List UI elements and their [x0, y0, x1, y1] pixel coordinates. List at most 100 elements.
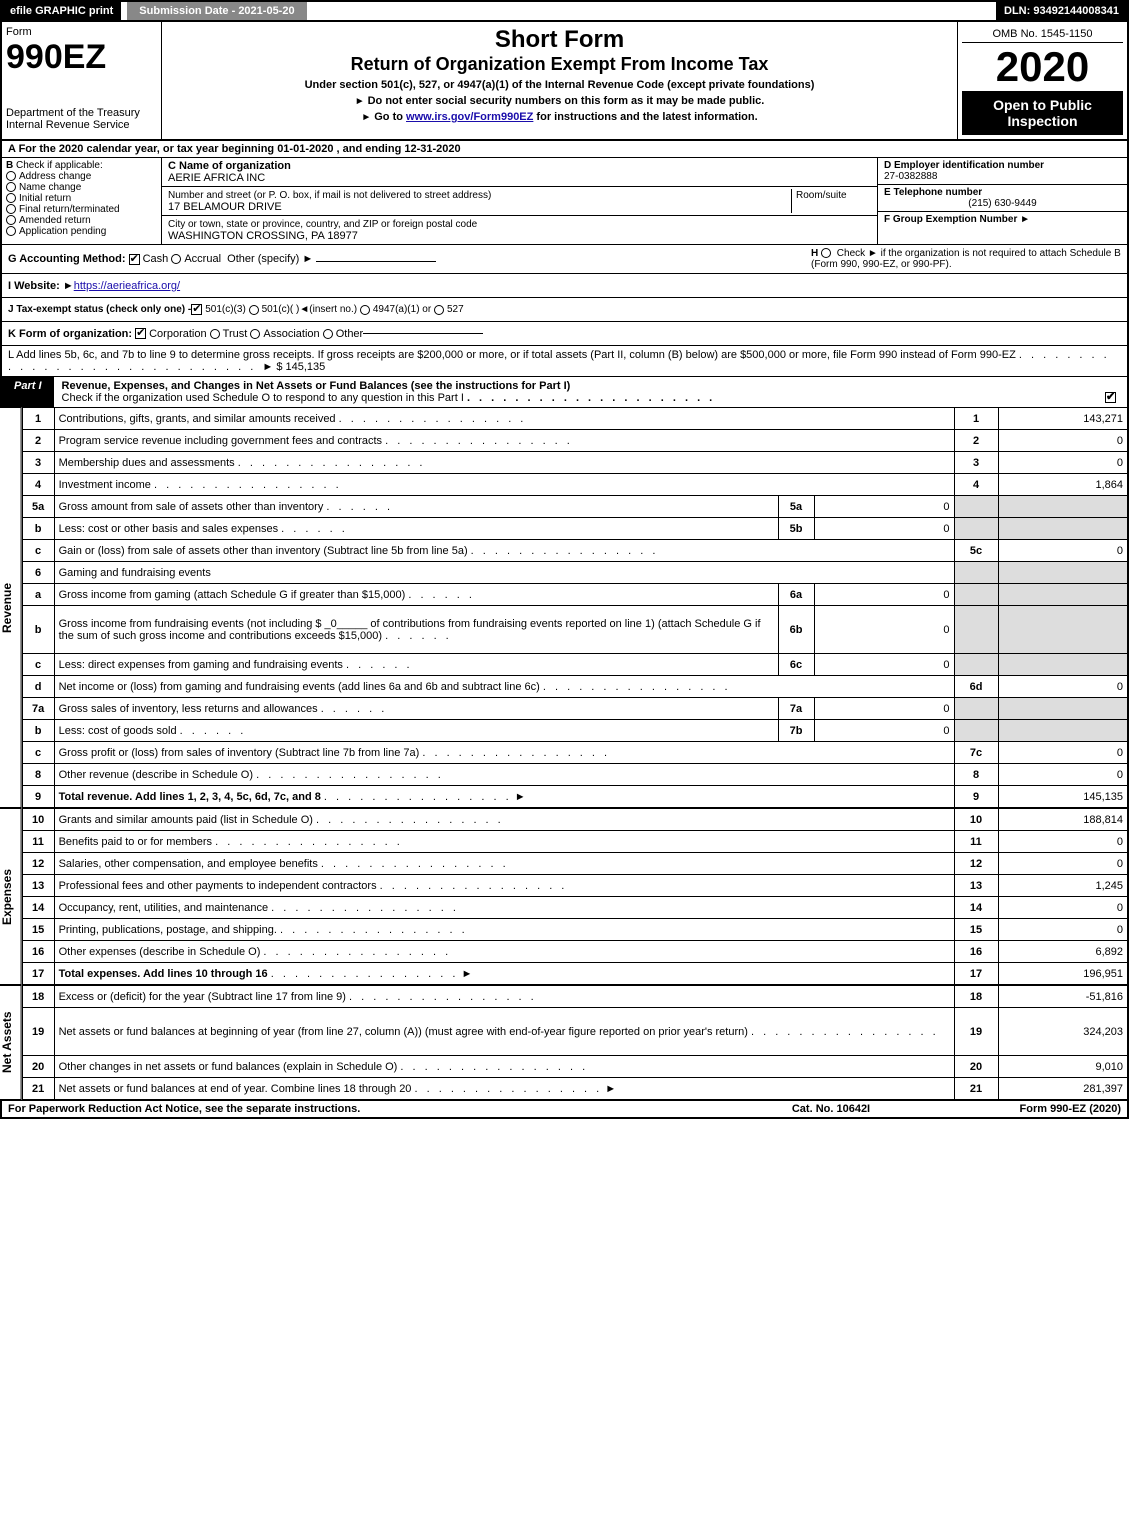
- line-row: 19Net assets or fund balances at beginni…: [22, 1008, 1128, 1056]
- radio-accrual[interactable]: [171, 254, 181, 264]
- line-row: cGain or (loss) from sale of assets othe…: [22, 540, 1128, 562]
- section-a-period: A For the 2020 calendar year, or tax yea…: [0, 141, 1129, 158]
- line-number: 14: [22, 897, 54, 919]
- radio-h[interactable]: [821, 248, 831, 258]
- expenses-side-label: Expenses: [0, 808, 22, 985]
- irs-link[interactable]: www.irs.gov/Form990EZ: [406, 111, 533, 123]
- sub-line-number: 5b: [778, 518, 814, 540]
- tel-value: (215) 630-9449: [884, 198, 1121, 209]
- checkbox-501c3[interactable]: [191, 304, 202, 315]
- sub-line-number: 5a: [778, 496, 814, 518]
- line-number: 17: [22, 963, 54, 985]
- line-desc: Professional fees and other payments to …: [54, 875, 954, 897]
- checkbox-schedule-o[interactable]: [1105, 392, 1116, 403]
- line-amount: 281,397: [998, 1078, 1128, 1100]
- website-link[interactable]: https://aerieafrica.org/: [74, 280, 180, 292]
- tel-label: E Telephone number: [884, 187, 982, 198]
- line-desc: Investment income . . . . . . . . . . . …: [54, 474, 954, 496]
- dln-label: DLN: 93492144008341: [996, 2, 1127, 20]
- line-num-cell: 9: [954, 786, 998, 808]
- line-desc: Less: cost or other basis and sales expe…: [54, 518, 778, 540]
- line-num-cell: 11: [954, 831, 998, 853]
- line-amount: 145,135: [998, 786, 1128, 808]
- sub-line-value: 0: [814, 654, 954, 676]
- line-amount: 9,010: [998, 1056, 1128, 1078]
- form-word: Form: [6, 26, 157, 38]
- sub-line-value: 0: [814, 698, 954, 720]
- line-amount: 0: [998, 452, 1128, 474]
- part1-tab: Part I: [2, 377, 54, 407]
- line-desc: Program service revenue including govern…: [54, 430, 954, 452]
- radio-name-change[interactable]: [6, 182, 16, 192]
- line-number: 7a: [22, 698, 54, 720]
- line-desc: Excess or (deficit) for the year (Subtra…: [54, 986, 954, 1008]
- line-number: 2: [22, 430, 54, 452]
- line-num-cell: 2: [954, 430, 998, 452]
- checkbox-corporation[interactable]: [135, 328, 146, 339]
- line-desc: Net assets or fund balances at beginning…: [54, 1008, 954, 1056]
- radio-501c[interactable]: [249, 305, 259, 315]
- line-amount: -51,816: [998, 986, 1128, 1008]
- line-num-cell: 12: [954, 853, 998, 875]
- radio-final-return[interactable]: [6, 204, 16, 214]
- line-number: 19: [22, 1008, 54, 1056]
- line-row: 9Total revenue. Add lines 1, 2, 3, 4, 5c…: [22, 786, 1128, 808]
- line-desc: Gross amount from sale of assets other t…: [54, 496, 778, 518]
- line-row: 15Printing, publications, postage, and s…: [22, 919, 1128, 941]
- line-num-cell: 20: [954, 1056, 998, 1078]
- revenue-side-label: Revenue: [0, 407, 22, 808]
- line-num-cell: 10: [954, 809, 998, 831]
- tax-year: 2020: [962, 43, 1123, 91]
- line-row: cLess: direct expenses from gaming and f…: [22, 654, 1128, 676]
- group-exemption-label: F Group Exemption Number: [884, 214, 1017, 225]
- i-label: I Website:: [8, 280, 60, 292]
- netassets-table: 18Excess or (deficit) for the year (Subt…: [22, 985, 1129, 1100]
- line-amount: 0: [998, 831, 1128, 853]
- sub-line-value: 0: [814, 720, 954, 742]
- radio-association[interactable]: [250, 329, 260, 339]
- line-row: 10Grants and similar amounts paid (list …: [22, 809, 1128, 831]
- line-amount: 0: [998, 919, 1128, 941]
- radio-trust[interactable]: [210, 329, 220, 339]
- line-row: 1Contributions, gifts, grants, and simil…: [22, 408, 1128, 430]
- line-num-cell: 16: [954, 941, 998, 963]
- line-amount: 6,892: [998, 941, 1128, 963]
- radio-application-pending[interactable]: [6, 226, 16, 236]
- line-amount: 324,203: [998, 1008, 1128, 1056]
- footer-cat-no: Cat. No. 10642I: [741, 1103, 921, 1115]
- line-num-cell: 3: [954, 452, 998, 474]
- efile-label[interactable]: efile GRAPHIC print: [2, 2, 121, 20]
- radio-other-org[interactable]: [323, 329, 333, 339]
- radio-amended[interactable]: [6, 215, 16, 225]
- netassets-side-label: Net Assets: [0, 985, 22, 1100]
- line-number: c: [22, 742, 54, 764]
- line-row: cGross profit or (loss) from sales of in…: [22, 742, 1128, 764]
- line-number: a: [22, 584, 54, 606]
- radio-4947[interactable]: [360, 305, 370, 315]
- radio-527[interactable]: [434, 305, 444, 315]
- form-number: 990EZ: [6, 38, 157, 77]
- line-amount: 0: [998, 430, 1128, 452]
- line-desc: Printing, publications, postage, and shi…: [54, 919, 954, 941]
- line-row: 8Other revenue (describe in Schedule O) …: [22, 764, 1128, 786]
- line-amount: 0: [998, 853, 1128, 875]
- line-desc: Total revenue. Add lines 1, 2, 3, 4, 5c,…: [54, 786, 954, 808]
- line-row: 13Professional fees and other payments t…: [22, 875, 1128, 897]
- line-num-cell: 15: [954, 919, 998, 941]
- line-row: bGross income from fundraising events (n…: [22, 606, 1128, 654]
- line-num-cell: 18: [954, 986, 998, 1008]
- omb-number: OMB No. 1545-1150: [962, 26, 1123, 43]
- revenue-table: 1Contributions, gifts, grants, and simil…: [22, 407, 1129, 808]
- city-label: City or town, state or province, country…: [168, 219, 477, 230]
- line-desc: Less: cost of goods sold . . . . . .: [54, 720, 778, 742]
- radio-address-change[interactable]: [6, 171, 16, 181]
- sub-line-value: 0: [814, 606, 954, 654]
- form-header: Form 990EZ Department of the Treasury In…: [0, 22, 1129, 141]
- sub-line-number: 6c: [778, 654, 814, 676]
- street-value: 17 BELAMOUR DRIVE: [168, 201, 282, 213]
- line-num-cell: 17: [954, 963, 998, 985]
- line-number: 10: [22, 809, 54, 831]
- line-row: 21Net assets or fund balances at end of …: [22, 1078, 1128, 1100]
- radio-initial-return[interactable]: [6, 193, 16, 203]
- checkbox-cash[interactable]: [129, 254, 140, 265]
